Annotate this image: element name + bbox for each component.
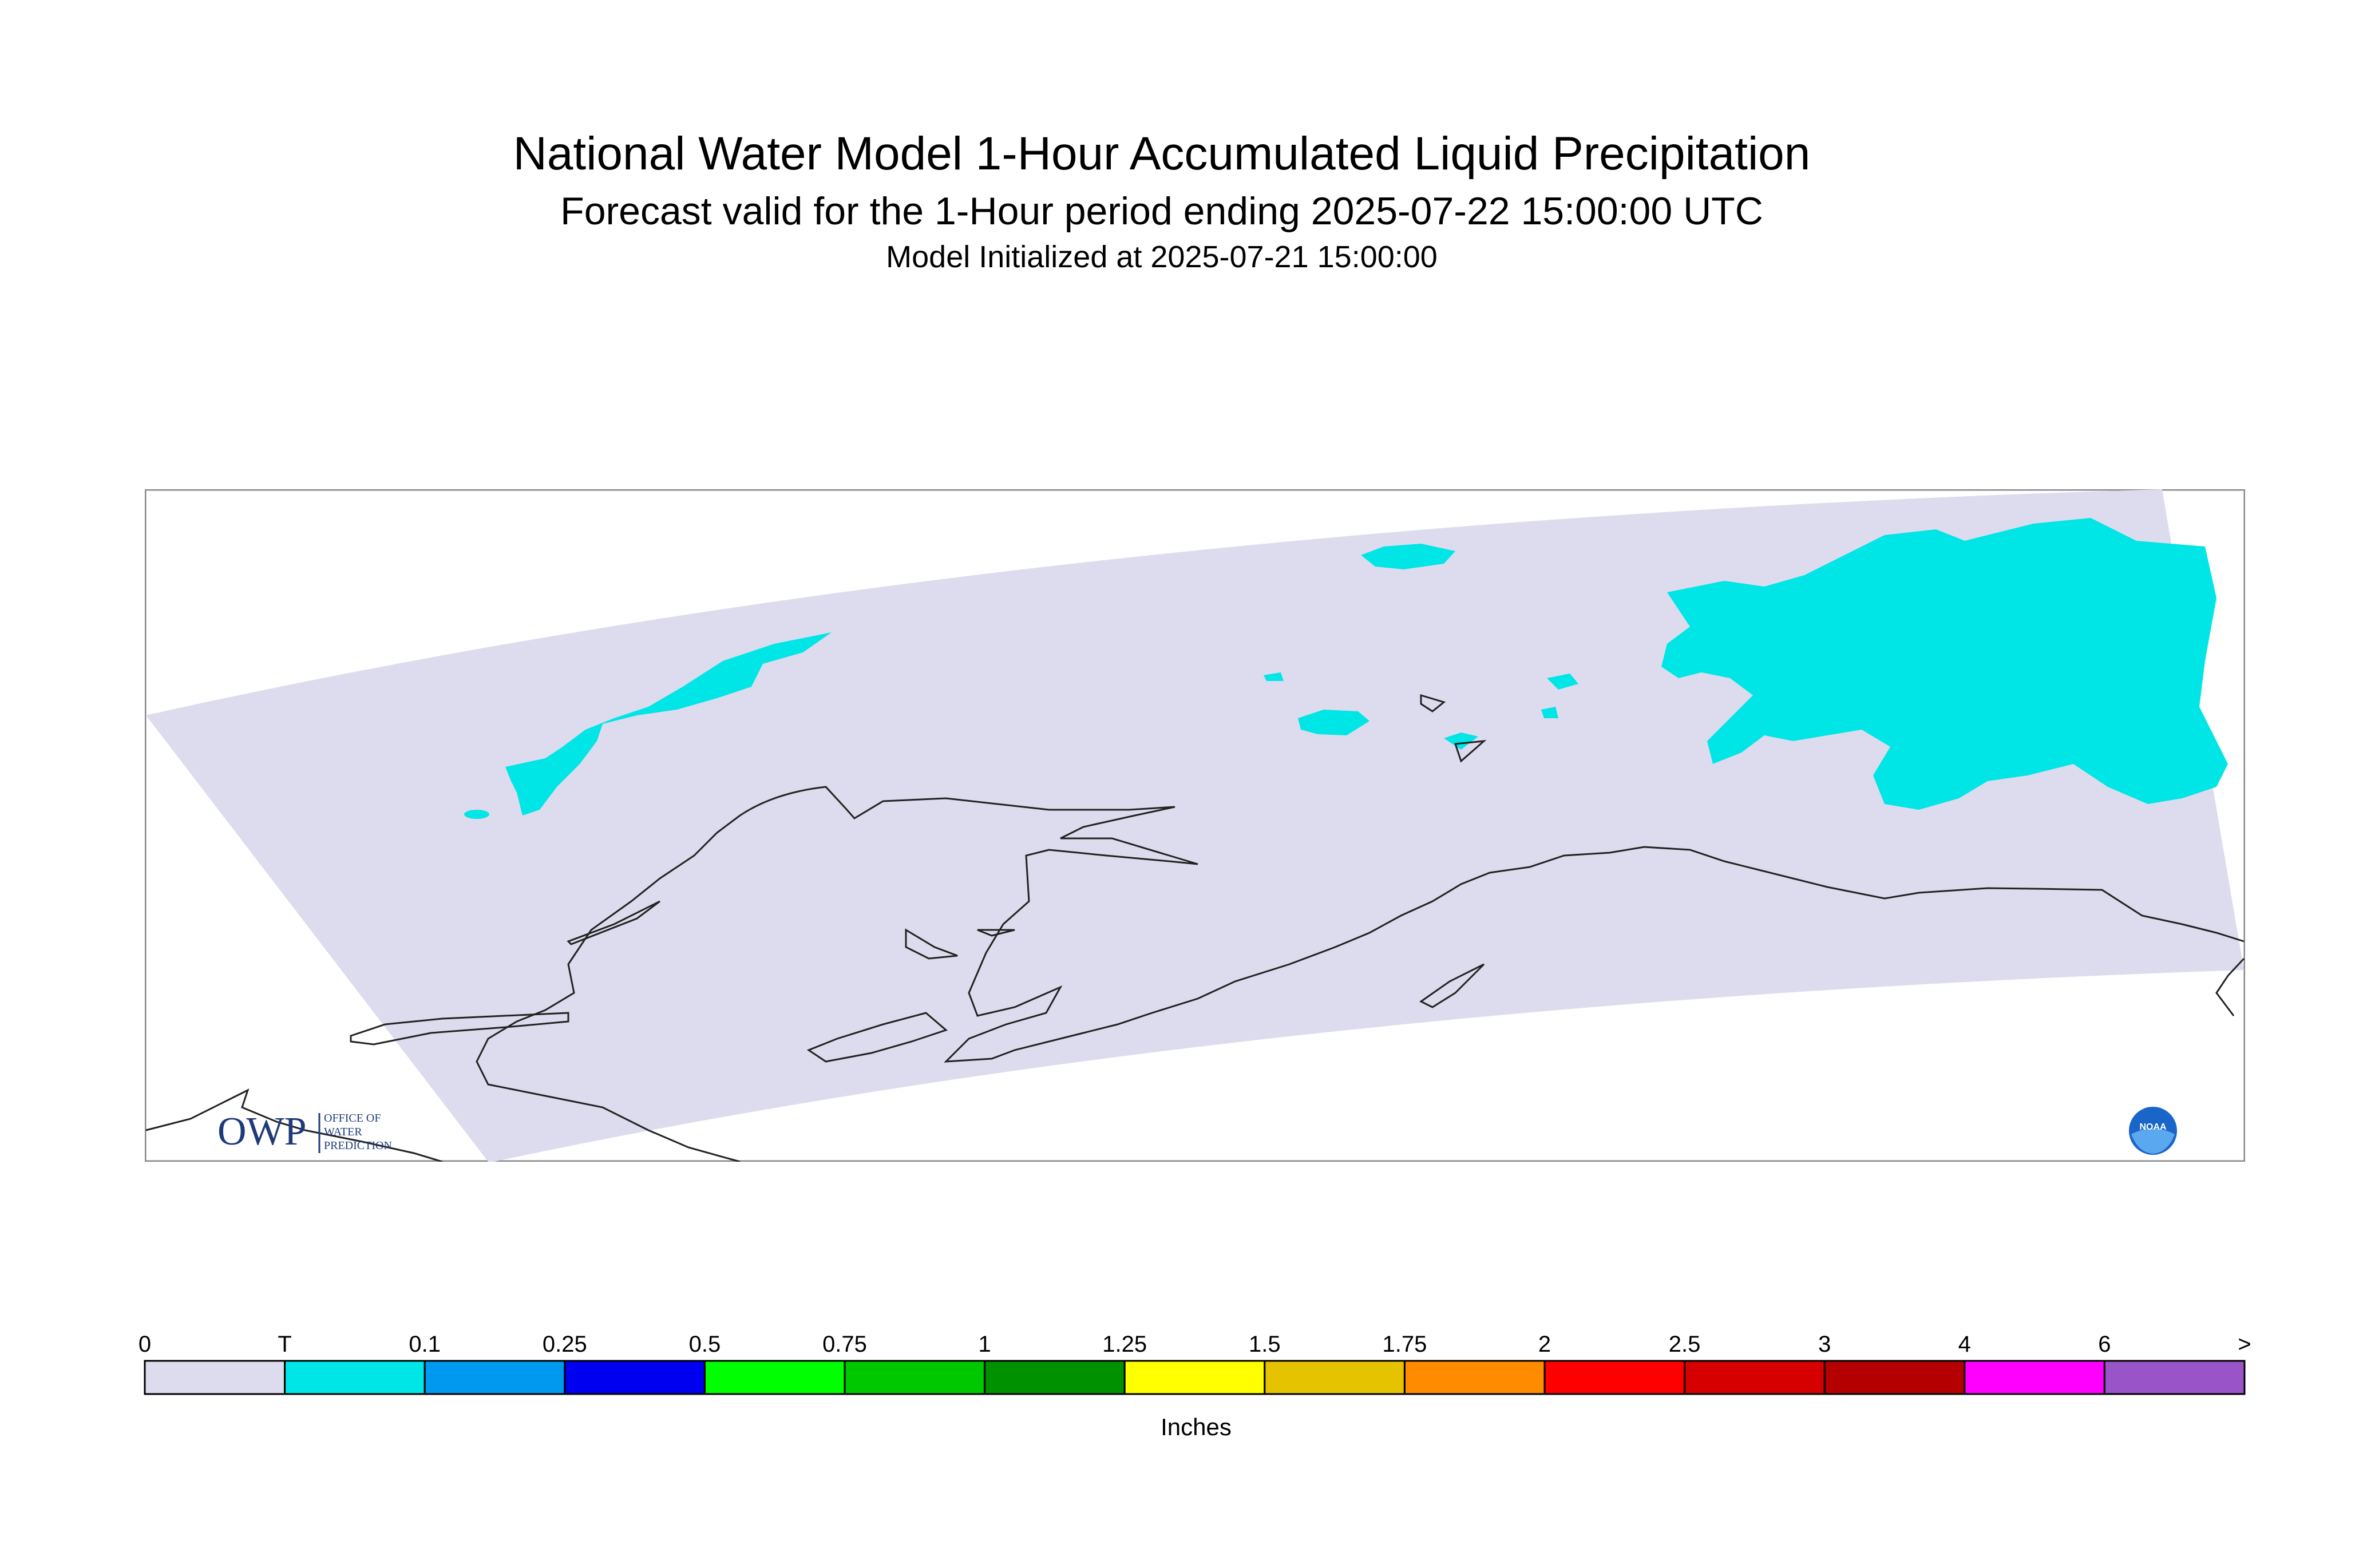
owp-logo-sub-3: PREDICTION <box>324 1139 392 1152</box>
legend-swatch <box>984 1360 1126 1395</box>
precip-areas <box>464 518 2228 819</box>
lake-1 <box>977 929 1015 937</box>
model-init-time: Model Initialized at 2025-07-21 15:00:00 <box>886 240 1438 274</box>
legend-swatch <box>564 1360 706 1395</box>
legend-swatch <box>1403 1360 1546 1395</box>
legend-swatch <box>1823 1360 1966 1395</box>
precip-area-east-2 <box>1764 638 1833 672</box>
coast-sw-land <box>145 1088 443 1162</box>
legend-tick-label: > <box>2238 1332 2251 1357</box>
legend-swatch <box>423 1360 566 1395</box>
legend-tick-label: 1.5 <box>1249 1332 1281 1357</box>
precip-area-west <box>505 632 832 815</box>
coast-peninsula <box>806 1012 948 1063</box>
legend-tick-label: 2.5 <box>1669 1332 1701 1357</box>
legend-tick-label: 0.5 <box>689 1332 721 1357</box>
coastline <box>145 694 2245 1162</box>
legend-swatch <box>144 1360 286 1395</box>
legend-swatch <box>703 1360 846 1395</box>
map-subtitle: Forecast valid for the 1-Hour period end… <box>560 189 1763 233</box>
island-2 <box>1419 963 1485 1008</box>
legend-swatch <box>1684 1360 1826 1395</box>
precip-area-west-small <box>464 810 489 819</box>
legend-tick-label: 0 <box>138 1332 151 1357</box>
legend-swatch <box>844 1360 986 1395</box>
lake-3 <box>1454 740 1487 763</box>
owp-logo: OWP OFFICE OF WATER PREDICTION <box>217 1104 435 1156</box>
legend-tick-label: 3 <box>1818 1332 1831 1357</box>
legend-tick-label: 1.75 <box>1382 1332 1427 1357</box>
coast-western-shore <box>476 814 741 1162</box>
legend-swatch <box>284 1360 426 1395</box>
map-title: National Water Model 1-Hour Accumulated … <box>513 128 1811 180</box>
precip-area-center <box>1298 710 1369 735</box>
coast-western-inlet <box>567 900 660 945</box>
noaa-logo: NOAA <box>2128 1106 2178 1156</box>
color-legend: 0 T 0.1 0.25 0.5 0.75 1 1.25 1.5 1.75 2 2.5 3 4 6 > <box>138 1332 2251 1395</box>
legend-swatch <box>1264 1360 1406 1395</box>
legend-tick-label: 0.1 <box>409 1332 441 1357</box>
legend-swatch <box>1123 1360 1266 1395</box>
legend-tick-label: T <box>278 1332 291 1357</box>
legend-units: Inches <box>1161 1413 1232 1440</box>
precipitation-map <box>145 489 2245 1162</box>
island-1 <box>905 928 958 960</box>
precip-area-center-2 <box>1444 732 1478 750</box>
noaa-logo-text: NOAA <box>2139 1122 2167 1132</box>
legend-tick-label: 0.75 <box>822 1332 867 1357</box>
owp-logo-sub-1: OFFICE OF <box>324 1112 381 1124</box>
legend-tick-label: 1 <box>978 1332 991 1357</box>
precip-area-north <box>1361 544 1455 569</box>
legend-tick-label: 4 <box>1958 1332 1971 1357</box>
owp-logo-sub-2: WATER <box>324 1126 362 1138</box>
precip-area-east <box>1661 518 2228 810</box>
precip-area-dots <box>1264 672 1578 718</box>
lake-2 <box>1420 694 1446 712</box>
legend-tick-label: 1.25 <box>1102 1332 1147 1357</box>
coast-sw-bay <box>350 1012 569 1046</box>
legend-swatch <box>1964 1360 2105 1395</box>
legend-swatch <box>1543 1360 1686 1395</box>
legend-swatch <box>2103 1360 2246 1395</box>
legend-tick-label: 0.25 <box>543 1332 587 1357</box>
coast-east-edge <box>2215 957 2245 1016</box>
coast-mainland <box>739 786 2245 1063</box>
legend-tick-label: 6 <box>2098 1332 2111 1357</box>
legend-tick-label: 2 <box>1538 1332 1551 1357</box>
owp-logo-text: OWP <box>217 1110 307 1154</box>
